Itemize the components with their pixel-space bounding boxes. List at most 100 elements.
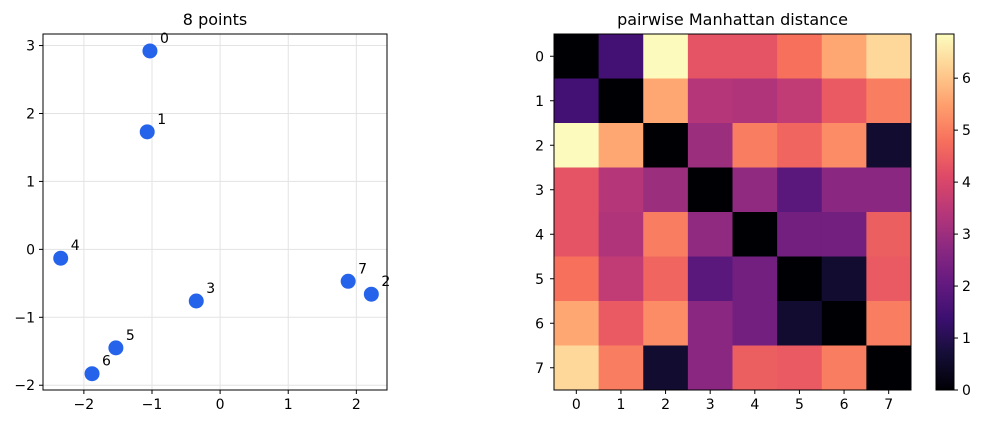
heatmap-cell [777, 123, 823, 168]
heatmap-cell [687, 123, 733, 168]
heatmap-y-tick-label: 3 [535, 183, 544, 199]
x-tick-label: 1 [284, 397, 293, 413]
heatmap-cell [821, 123, 867, 168]
colorbar-tick-label: 5 [962, 123, 971, 139]
scatter-ticks: −2 −1 0 1 2 −2 −1 0 1 2 3 [14, 39, 360, 413]
heatmap-cell [598, 301, 644, 346]
x-tick-label: 0 [216, 397, 225, 413]
colorbar-tick-label: 3 [962, 227, 971, 243]
heatmap-x-tick-label: 5 [795, 397, 804, 413]
heatmap-cell [732, 167, 778, 213]
point-label: 5 [126, 328, 135, 344]
heatmap-y-tick-label: 2 [535, 138, 544, 154]
heatmap-cell [821, 34, 867, 79]
heatmap-cell [554, 123, 600, 168]
scatter-point [340, 273, 356, 289]
y-tick-label: −2 [14, 378, 35, 394]
point-label: 4 [71, 238, 80, 254]
colorbar-tick-label: 1 [962, 331, 971, 347]
scatter-point [84, 366, 100, 382]
heatmap-cell [777, 34, 823, 79]
heatmap-cell [643, 256, 689, 302]
heatmap-cell [866, 34, 912, 79]
heatmap-cells [554, 34, 912, 391]
heatmap-cell [554, 34, 600, 79]
heatmap-title: pairwise Manhattan distance [617, 10, 848, 29]
heatmap-cell [732, 301, 778, 346]
heatmap-cell [598, 345, 644, 391]
heatmap-cell [821, 212, 867, 257]
heatmap-cell [866, 78, 912, 124]
colorbar-ticks: 0 1 2 3 4 5 6 [954, 71, 971, 399]
colorbar-tick-label: 6 [962, 71, 971, 87]
heatmap-cell [554, 301, 600, 346]
heatmap-cell [687, 301, 733, 346]
heatmap-cell [643, 212, 689, 257]
heatmap-cell [554, 256, 600, 302]
x-tick-label: 2 [352, 397, 361, 413]
heatmap-cell [687, 78, 733, 124]
heatmap-cell [598, 256, 644, 302]
heatmap-cell [821, 256, 867, 302]
heatmap-cell [554, 78, 600, 124]
heatmap-y-tick-label: 6 [535, 316, 544, 332]
heatmap-cell [598, 123, 644, 168]
heatmap-cell [821, 78, 867, 124]
heatmap-cell [777, 212, 823, 257]
colorbar-tick-label: 2 [962, 279, 971, 295]
heatmap-cell [643, 78, 689, 124]
colorbar-gradient [935, 33, 955, 391]
heatmap-cell [866, 301, 912, 346]
heatmap-cell [598, 212, 644, 257]
heatmap-y-tick-label: 4 [535, 227, 544, 243]
heatmap-cell [732, 256, 778, 302]
heatmap-y-tick-label: 1 [535, 94, 544, 110]
heatmap-cell [777, 78, 823, 124]
colorbar: 0 1 2 3 4 5 6 [935, 33, 971, 399]
point-label: 0 [160, 31, 169, 47]
heatmap-cell [687, 345, 733, 391]
heatmap-cell [866, 123, 912, 168]
point-label: 6 [102, 354, 111, 370]
heatmap-y-tick-label: 5 [535, 272, 544, 288]
heatmap-cell [732, 212, 778, 257]
heatmap-cell [687, 212, 733, 257]
heatmap-cell [777, 167, 823, 213]
heatmap-cell [821, 167, 867, 213]
heatmap-cell [598, 167, 644, 213]
point-label: 7 [358, 261, 367, 277]
heatmap-cell [732, 345, 778, 391]
heatmap-cell [732, 123, 778, 168]
heatmap-x-tick-label: 2 [661, 397, 670, 413]
heatmap-x-tick-label: 1 [616, 397, 625, 413]
point-label: 3 [206, 281, 215, 297]
heatmap-y-tick-label: 7 [535, 361, 544, 377]
scatter-point [188, 293, 204, 309]
heatmap-axes-frame [553, 33, 912, 391]
scatter-chart: −2 −1 0 1 2 −2 −1 0 1 2 3 0 1 2 3 4 56 7 8 points [14, 10, 390, 413]
heatmap-cell [643, 123, 689, 168]
scatter-grid [43, 34, 387, 390]
heatmap-x-tick-label: 7 [884, 397, 893, 413]
colorbar-tick-label: 4 [962, 175, 971, 191]
heatmap-cell [866, 167, 912, 213]
y-tick-label: 3 [26, 39, 35, 55]
scatter-point [363, 286, 379, 302]
heatmap-x-tick-label: 0 [572, 397, 581, 413]
heatmap-y-tick-label: 0 [535, 49, 544, 65]
heatmap-ticks: 0 1 2 3 4 5 6 7 0 1 2 3 4 5 6 7 [535, 49, 893, 413]
heatmap-cell [821, 345, 867, 391]
heatmap-cell [732, 78, 778, 124]
point-label: 1 [157, 112, 166, 128]
heatmap-cell [554, 345, 600, 391]
y-tick-label: 2 [26, 106, 35, 122]
scatter-axes-frame [42, 33, 388, 391]
heatmap-x-tick-label: 4 [750, 397, 759, 413]
heatmap-cell [866, 212, 912, 257]
x-tick-label: −2 [74, 397, 95, 413]
y-tick-label: 0 [26, 242, 35, 258]
scatter-points: 0 1 2 3 4 56 7 [53, 31, 390, 382]
heatmap-cell [777, 301, 823, 346]
heatmap-cell [821, 301, 867, 346]
